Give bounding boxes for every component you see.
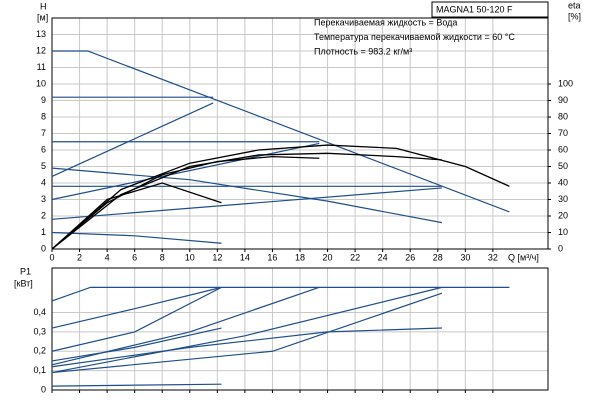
y2-tick-label: 10	[558, 227, 568, 237]
y-tick-label: 0	[41, 384, 46, 394]
plot-frame	[51, 17, 549, 250]
y-tick-label: 4	[41, 177, 46, 187]
curve	[51, 167, 443, 224]
y2-tick-label: 80	[558, 111, 568, 121]
x-tick-label: 32	[488, 252, 498, 262]
y2-tick-label: 30	[558, 194, 568, 204]
y-tick-label: 6	[41, 144, 46, 154]
curve	[51, 231, 222, 244]
curve	[51, 327, 442, 368]
x-tick-label: 26	[405, 252, 415, 262]
curve	[51, 286, 510, 302]
x-tick-label: 20	[323, 252, 333, 262]
y-tick-label: 13	[36, 29, 46, 39]
x-tick-label: 4	[105, 252, 110, 262]
title-box	[431, 1, 549, 18]
x-tick-label: 12	[212, 252, 222, 262]
y-label: H	[40, 1, 47, 11]
x-tick-label: 14	[240, 252, 250, 262]
y-tick-label: 0,2	[33, 346, 46, 356]
y2-tick-label: 50	[558, 161, 568, 171]
y-tick-label: 5	[41, 161, 46, 171]
curve	[51, 152, 442, 250]
annotation: Температура перекачиваемой жидкости = 60…	[314, 32, 515, 42]
x-tick-label: 6	[132, 252, 137, 262]
curve	[51, 383, 222, 387]
x-tick-label: 28	[433, 252, 443, 262]
y-label: [м]	[37, 12, 48, 22]
y-tick-label: 12	[36, 45, 46, 55]
x-tick-label: 22	[350, 252, 360, 262]
curve	[51, 155, 320, 250]
x-tick-label: 18	[295, 252, 305, 262]
y2-tick-label: 20	[558, 210, 568, 220]
x-label: Q [м³/ч]	[508, 252, 539, 262]
y-tick-label: 0,1	[33, 365, 46, 375]
x-tick-label: 0	[49, 252, 54, 262]
y2-tick-label: 60	[558, 144, 568, 154]
x-tick-label: 2	[77, 252, 82, 262]
y2-tick-label: 90	[558, 95, 568, 105]
curve	[51, 182, 222, 250]
chart-title: MAGNA1 50-120 F	[436, 4, 513, 14]
curve	[52, 50, 510, 213]
x-tick-label: 10	[185, 252, 195, 262]
x-tick-label: 30	[460, 252, 470, 262]
y2-tick-label: 100	[558, 78, 573, 88]
annotation: Перекачиваемая жидкость = Вода	[314, 17, 457, 27]
annotation: Плотность = 983.2 кг/м³	[314, 46, 412, 56]
curve	[51, 187, 442, 220]
y-tick-label: 0	[41, 243, 46, 253]
y-tick-label: 9	[41, 95, 46, 105]
y2-tick-label: 70	[558, 128, 568, 138]
y-tick-label: 10	[36, 78, 46, 88]
y-tick-label: 3	[41, 194, 46, 204]
curve	[51, 142, 320, 201]
x-tick-label: 24	[378, 252, 388, 262]
y2-label: [%]	[568, 11, 581, 21]
y-tick-label: 2	[41, 210, 46, 220]
y-tick-label: 1	[41, 227, 46, 237]
x-tick-label: 16	[267, 252, 277, 262]
curve	[51, 292, 443, 374]
curve	[51, 144, 510, 250]
curve	[51, 286, 320, 366]
y2-tick-label: 40	[558, 177, 568, 187]
y-tick-label: 7	[41, 128, 46, 138]
curve	[51, 286, 443, 374]
y2-tick-label: 0	[558, 243, 563, 253]
y-tick-label: 8	[41, 111, 46, 121]
plot-frame	[51, 267, 549, 391]
curve	[51, 102, 214, 177]
curve	[51, 286, 222, 352]
x-tick-label: 8	[160, 252, 165, 262]
y2-label: eta	[568, 0, 581, 10]
y-tick-label: 0,4	[33, 307, 46, 317]
y-label: [кВт]	[14, 278, 33, 288]
y-tick-label: 11	[37, 62, 46, 72]
curve	[51, 327, 222, 362]
curve	[51, 286, 222, 329]
y-label: P1	[20, 266, 31, 276]
y-tick-label: 0,3	[33, 326, 46, 336]
